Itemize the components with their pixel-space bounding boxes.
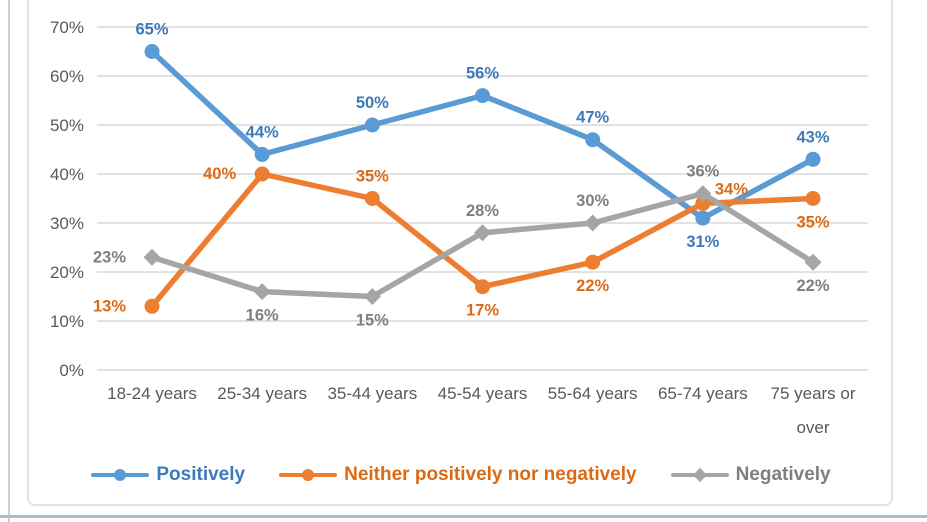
marker-1-3 — [475, 279, 491, 295]
marker-2-5 — [694, 185, 712, 203]
marker-2-6 — [804, 253, 822, 271]
x-label-4: 55-64 years — [548, 384, 638, 403]
legend-item-negatively: Negatively — [670, 464, 831, 486]
data-label-0-2: 50% — [356, 94, 389, 112]
data-label-2-2: 15% — [356, 312, 389, 330]
data-label-2-5: 36% — [686, 163, 719, 181]
marker-0-4 — [585, 132, 601, 148]
negatively-line-marker-icon — [670, 467, 729, 483]
marker-1-5 — [695, 195, 711, 211]
marker-2-4 — [584, 214, 602, 232]
data-label-1-3: 17% — [466, 302, 499, 320]
data-label-2-0: 23% — [93, 248, 126, 266]
x-label-3: 45-54 years — [438, 384, 528, 403]
chart-frame — [27, 0, 893, 506]
data-label-0-1: 44% — [246, 123, 279, 141]
marker-0-6 — [805, 151, 821, 167]
marker-1-2 — [364, 191, 380, 206]
marker-0-2 — [364, 117, 380, 133]
data-label-1-4: 22% — [576, 277, 609, 295]
marker-1-1 — [254, 166, 270, 182]
marker-0-3 — [475, 88, 491, 104]
page-bottom-edge-divider — [0, 515, 927, 518]
y-tick-label-0: 0% — [59, 361, 84, 380]
y-tick-label-70: 70% — [50, 18, 84, 37]
legend-label-negatively: Negatively — [735, 464, 831, 485]
data-label-0-5: 31% — [686, 233, 719, 251]
legend-item-neither: Neither positively nor negatively — [279, 464, 637, 486]
data-label-1-6: 35% — [797, 214, 830, 232]
data-label-1-2: 35% — [356, 168, 389, 186]
data-label-1-5: 34% — [715, 180, 748, 198]
legend-label-positively: Positively — [156, 464, 246, 485]
marker-1-0 — [144, 298, 160, 314]
marker-2-0 — [143, 248, 161, 266]
data-label-2-4: 30% — [576, 192, 609, 210]
data-label-1-1: 40% — [203, 165, 236, 183]
y-tick-label-50: 50% — [50, 116, 84, 135]
x-label-0: 18-24 years — [107, 384, 197, 403]
x-label-1: 25-34 years — [217, 384, 307, 403]
marker-2-2 — [363, 288, 381, 305]
data-label-0-4: 47% — [576, 109, 609, 127]
y-tick-label-40: 40% — [50, 165, 84, 184]
page-left-edge-divider — [8, 0, 10, 522]
x-label-5: 65-74 years — [658, 384, 748, 403]
legend-label-neither: Neither positively nor negatively — [344, 464, 637, 485]
y-tick-label-60: 60% — [50, 67, 84, 86]
data-label-2-3: 28% — [466, 202, 499, 220]
marker-1-4 — [585, 254, 601, 270]
x-label-6-line2: over — [796, 418, 829, 437]
y-tick-label-10: 10% — [50, 312, 84, 331]
data-label-1-0: 13% — [93, 297, 126, 315]
marker-0-0 — [144, 44, 160, 59]
marker-0-5 — [695, 210, 711, 226]
neither-line-marker-icon — [279, 467, 338, 483]
chart-legend: Positively Neither positively nor negati… — [27, 452, 895, 498]
marker-2-3 — [474, 224, 492, 242]
legend-item-positively: Positively — [91, 464, 245, 486]
data-label-0-6: 43% — [797, 128, 830, 146]
positively-line-marker-icon — [91, 467, 150, 483]
data-label-0-3: 56% — [466, 65, 499, 83]
x-label-6: 75 years or — [770, 384, 855, 403]
y-tick-label-30: 30% — [50, 214, 84, 233]
data-label-2-1: 16% — [246, 307, 279, 325]
y-tick-label-20: 20% — [50, 263, 84, 282]
data-label-2-6: 22% — [797, 277, 830, 295]
marker-2-1 — [253, 283, 271, 301]
data-label-0-0: 65% — [135, 21, 168, 39]
x-label-2: 35-44 years — [327, 384, 417, 403]
marker-1-6 — [805, 191, 821, 206]
marker-0-1 — [254, 146, 270, 162]
line-chart-plot: 0% 10% 20% 30% 40% 50% 60% 70% 18-24 years 25-34 … — [50, 18, 868, 437]
